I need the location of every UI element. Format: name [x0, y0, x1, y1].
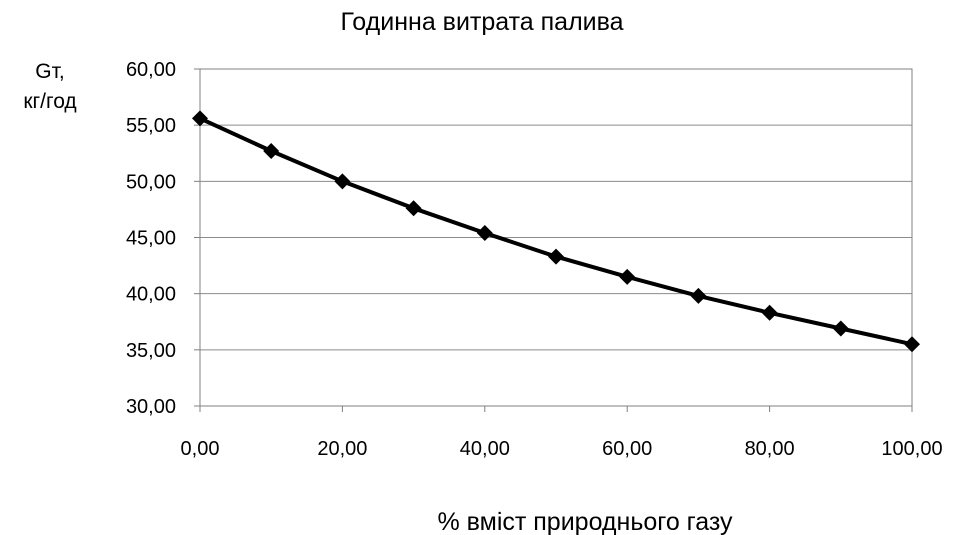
data-point-marker [405, 200, 422, 217]
x-tick-label: 60,00 [602, 438, 652, 460]
data-point-marker [263, 143, 280, 160]
data-point-marker [476, 225, 493, 242]
y-tick-label: 35,00 [126, 340, 176, 362]
y-tick-label: 60,00 [126, 59, 176, 81]
series-line [199, 116, 913, 347]
data-point-marker [334, 173, 351, 190]
y-tick-label: 55,00 [126, 115, 176, 137]
data-point-marker [619, 268, 636, 285]
x-tick-label: 20,00 [317, 438, 367, 460]
y-axis-label-line1: Gт, [35, 60, 64, 83]
data-point-marker [548, 248, 564, 265]
x-axis-label: % вміст природнього газу [437, 508, 733, 535]
x-tick-label: 40,00 [460, 438, 510, 460]
data-point-marker [761, 304, 778, 321]
y-tick-label: 30,00 [126, 396, 176, 418]
chart-title: Годинна витрата палива [340, 8, 623, 36]
x-tick-labels: 0,00 20,00 40,00 60,00 80,00 100,00 [181, 438, 943, 460]
x-tick-label: 80,00 [745, 438, 795, 460]
data-point-marker [832, 320, 849, 337]
data-point-marker [192, 110, 208, 127]
gridlines [194, 68, 913, 412]
y-tick-label: 50,00 [126, 171, 176, 193]
data-point-marker [690, 287, 707, 304]
y-tick-label: 40,00 [126, 284, 176, 306]
y-tick-label: 45,00 [126, 228, 176, 250]
plot-area [199, 68, 913, 407]
x-tick-label: 0,00 [181, 438, 220, 460]
data-point-marker [904, 336, 920, 353]
y-tick-labels: 30,00 35,00 40,00 45,00 50,00 55,00 60,00 [126, 59, 176, 418]
x-tick-label: 100,00 [881, 438, 942, 460]
series [192, 110, 920, 353]
y-axis-label-line2: кг/год [23, 90, 76, 113]
